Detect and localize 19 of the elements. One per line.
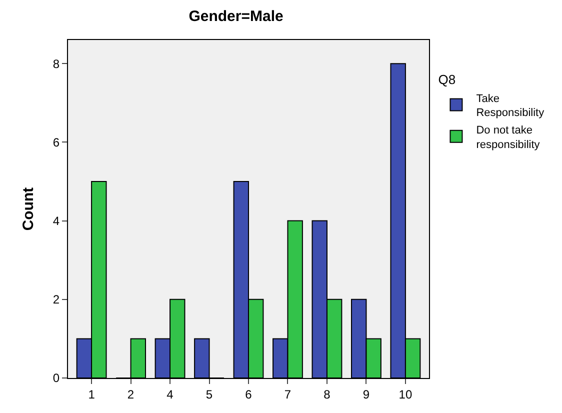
chart-title: Gender=Male	[188, 8, 284, 25]
x-tick-label: 4	[166, 387, 174, 402]
y-tick-label: 4	[52, 214, 60, 228]
x-tick-label: 10	[398, 387, 412, 402]
x-tick-label: 6	[245, 387, 252, 402]
y-tick-label: 0	[52, 371, 60, 386]
y-axis-title: Count	[20, 187, 38, 231]
x-tick-label: 2	[127, 387, 134, 402]
x-tick-label: 1	[88, 387, 96, 402]
x-tick-label: 9	[362, 387, 370, 402]
legend-label: Take Responsibility	[476, 92, 545, 120]
y-tick-label: 2	[52, 292, 60, 307]
x-tick-label: 5	[206, 387, 213, 402]
y-tick-label: 8	[52, 56, 60, 71]
legend-label: Do not take responsibility	[476, 124, 540, 151]
x-tick-label: 7	[284, 387, 292, 402]
y-tick-label: 6	[52, 135, 60, 150]
legend-title: Q8	[438, 72, 456, 87]
x-tick-label: 8	[324, 387, 331, 402]
